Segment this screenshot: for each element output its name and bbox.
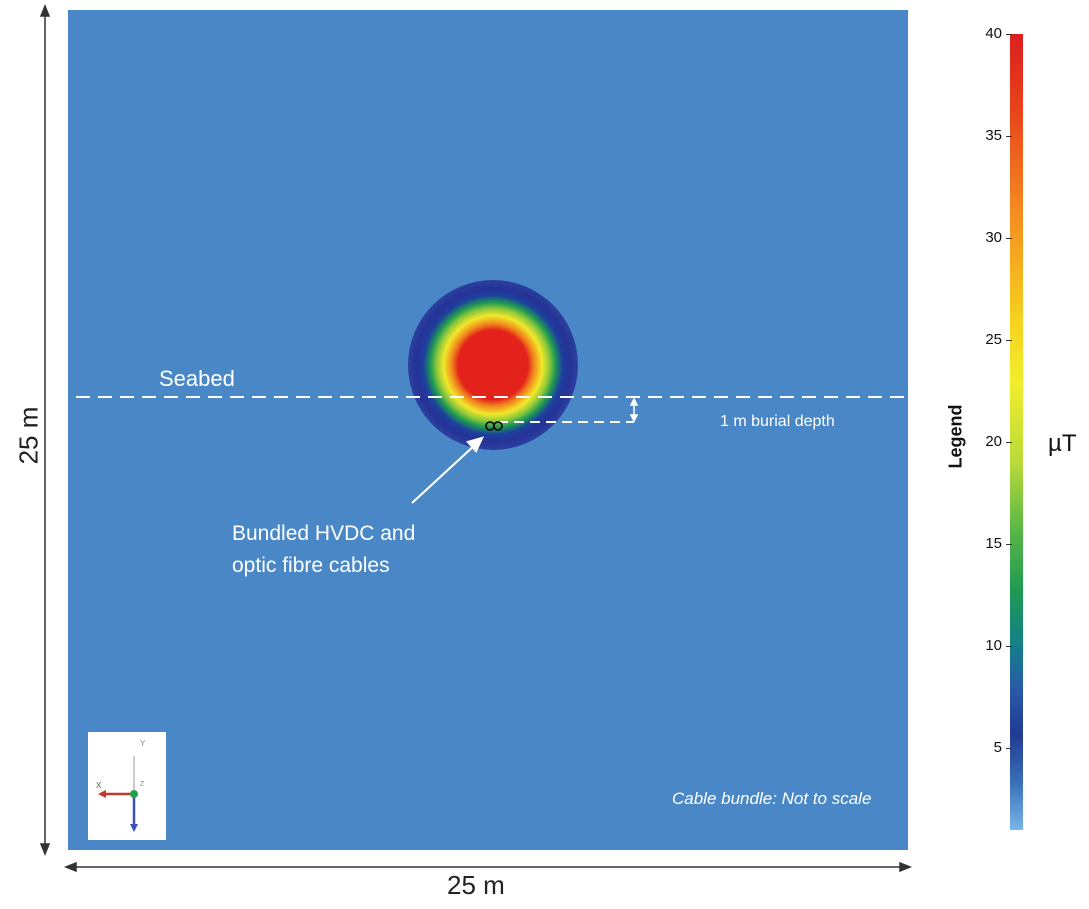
colorbar-title: Legend — [945, 404, 966, 469]
colorbar-tick-mark — [1006, 442, 1012, 444]
colorbar-tick-label: 35 — [985, 127, 1002, 145]
colorbar-tick-label: 10 — [985, 637, 1002, 655]
colorbar-tick-mark — [1006, 646, 1012, 648]
colorbar-tick-label: 5 — [993, 739, 1002, 757]
magnetic-field-panel: Seabed 1 m burial depth Bundled HVDC and… — [68, 10, 908, 850]
burial-depth-marker — [629, 397, 639, 423]
horizontal-dimension-arrow — [63, 861, 913, 873]
scale-note: Cable bundle: Not to scale — [672, 789, 872, 808]
cable-bundle-label: Bundled HVDC and optic fibre cables — [232, 522, 416, 577]
seabed-label: Seabed — [159, 366, 235, 391]
colorbar-tick-mark — [1006, 136, 1012, 138]
panel-overlay — [76, 396, 904, 504]
width-dimension-label: 25 m — [447, 870, 505, 900]
colorbar-tick-label: 25 — [985, 331, 1002, 349]
axes-triad-icon: Y X Z — [96, 739, 146, 832]
colorbar-tick-mark — [1006, 34, 1012, 35]
colorbar-tick-mark — [1006, 748, 1012, 750]
colorbar-tick-label: 30 — [985, 229, 1002, 247]
colorbar-tick-label: 15 — [985, 535, 1002, 553]
colorbar-tick-mark — [1006, 238, 1012, 240]
cable-pointer-arrow — [411, 436, 485, 504]
cable-bundle-icon — [485, 421, 503, 431]
axis-x-label: X — [96, 781, 102, 790]
vertical-dimension-arrow — [39, 3, 51, 857]
colorbar — [1010, 34, 1023, 830]
axis-y-label: Y — [140, 739, 146, 748]
burial-depth-label: 1 m burial depth — [720, 413, 835, 430]
colorbar-tick-mark — [1006, 544, 1012, 546]
height-dimension-label: 25 m — [13, 406, 44, 465]
colorbar-unit: µT — [1048, 430, 1077, 457]
colorbar-tick-label: 20 — [985, 433, 1002, 451]
axis-z-label: Z — [140, 781, 145, 788]
colorbar-tick-mark — [1006, 340, 1012, 342]
orientation-axes-widget: Y X Z — [88, 732, 166, 840]
colorbar-tick-label: 40 — [985, 25, 1002, 42]
